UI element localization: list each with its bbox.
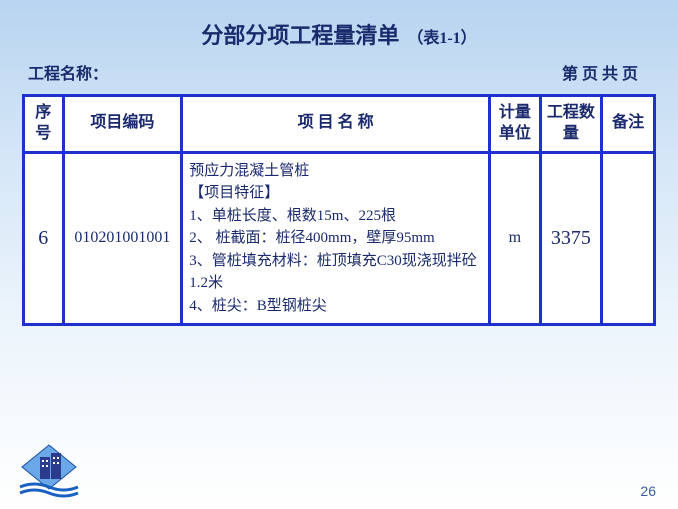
meta-left: 工程名称： xyxy=(28,60,108,84)
page-number: 26 xyxy=(640,483,656,499)
col-seq: 序号 xyxy=(24,96,64,153)
cell-code: 010201001001 xyxy=(63,152,182,325)
cell-note xyxy=(602,152,655,325)
title-sub: （表1-1） xyxy=(407,30,476,47)
col-unit: 计量单位 xyxy=(490,96,541,153)
col-desc: 项 目 名 称 xyxy=(182,96,490,153)
meta-right: 第 页 共 页 xyxy=(562,60,638,84)
cell-desc: 预应力混凝土管桩【项目特征】1、单桩长度、根数15m、225根2、 桩截面：桩径… xyxy=(182,152,490,325)
table-header-row: 序号 项目编码 项 目 名 称 计量单位 工程数量 备注 xyxy=(24,96,655,153)
cell-unit: m xyxy=(490,152,541,325)
title-main: 分部分项工程量清单 xyxy=(201,23,399,48)
table-row: 6 010201001001 预应力混凝土管桩【项目特征】1、单桩长度、根数15… xyxy=(24,152,655,325)
cell-seq: 6 xyxy=(24,152,64,325)
col-code: 项目编码 xyxy=(63,96,182,153)
meta-row: 工程名称： 第 页 共 页 xyxy=(0,58,678,94)
logo-icon xyxy=(14,443,84,501)
cell-qty: 3375 xyxy=(540,152,602,325)
col-note: 备注 xyxy=(602,96,655,153)
table-wrap: 序号 项目编码 项 目 名 称 计量单位 工程数量 备注 6 010201001… xyxy=(0,94,678,326)
bill-table: 序号 项目编码 项 目 名 称 计量单位 工程数量 备注 6 010201001… xyxy=(22,94,656,326)
title-row: 分部分项工程量清单 （表1-1） xyxy=(0,0,678,58)
col-qty: 工程数量 xyxy=(540,96,602,153)
